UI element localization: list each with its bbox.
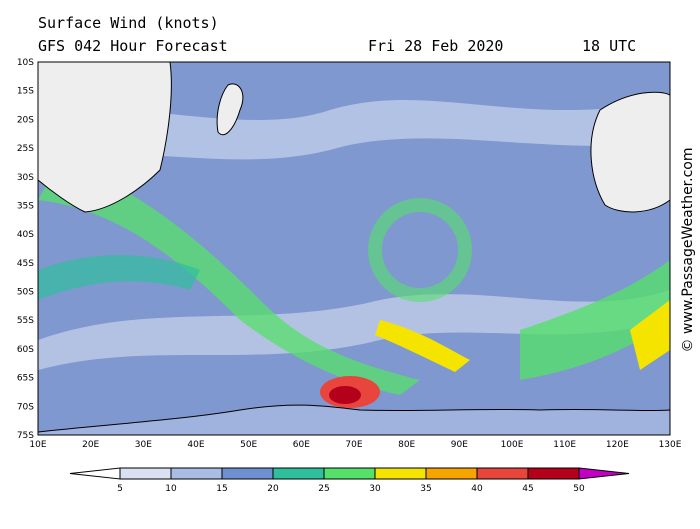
longitude-label: 40E bbox=[187, 440, 204, 450]
africa bbox=[37, 61, 172, 213]
longitude-label: 100E bbox=[501, 440, 524, 450]
latitude-label: 45S bbox=[17, 259, 34, 269]
longitude-label: 130E bbox=[659, 440, 682, 450]
legend-tick-label: 50 bbox=[573, 484, 585, 494]
longitude-label: 60E bbox=[293, 440, 310, 450]
longitude-label: 110E bbox=[553, 440, 576, 450]
legend-tick-label: 15 bbox=[216, 484, 227, 494]
wind-band bbox=[38, 255, 200, 300]
madagascar bbox=[216, 83, 244, 136]
wind-band bbox=[630, 300, 670, 370]
antarctica bbox=[37, 404, 671, 436]
latitude-label: 10S bbox=[17, 58, 34, 68]
date: Fri 28 Feb 2020 bbox=[368, 37, 503, 55]
longitude-label: 10E bbox=[29, 440, 46, 450]
legend-tick-label: 20 bbox=[267, 484, 279, 494]
map-frame bbox=[37, 61, 671, 436]
latitude-label: 65S bbox=[17, 374, 34, 384]
latitude-label: 35S bbox=[17, 201, 34, 211]
legend-tick-label: 45 bbox=[522, 484, 533, 494]
latitude-label: 20S bbox=[17, 115, 34, 125]
longitude-label: 70E bbox=[345, 440, 362, 450]
legend-band bbox=[170, 467, 223, 480]
legend-band bbox=[221, 467, 274, 480]
latitude-label: 25S bbox=[17, 144, 34, 154]
calm-band bbox=[38, 290, 670, 370]
legend-tick-label: 40 bbox=[471, 484, 483, 494]
legend-band bbox=[374, 467, 427, 480]
cyclone bbox=[368, 198, 472, 302]
legend-band bbox=[527, 467, 580, 480]
wind-band bbox=[520, 260, 670, 380]
legend-tick-label: 30 bbox=[369, 484, 381, 494]
legend-tick-label: 10 bbox=[165, 484, 177, 494]
longitude-label: 30E bbox=[135, 440, 152, 450]
longitude-label: 120E bbox=[606, 440, 629, 450]
latitude-label: 30S bbox=[17, 173, 34, 183]
latitude-label: 75S bbox=[17, 431, 34, 441]
credit: © www.PassageWeather.com bbox=[680, 147, 696, 352]
australia bbox=[590, 91, 671, 213]
model: GFS 042 Hour Forecast bbox=[38, 37, 228, 55]
longitude-label: 90E bbox=[451, 440, 468, 450]
legend-band bbox=[323, 467, 376, 480]
latitude-label: 70S bbox=[17, 402, 34, 412]
title: Surface Wind (knots) bbox=[38, 14, 219, 32]
wind-band bbox=[375, 320, 470, 372]
legend-tick-label: 35 bbox=[420, 484, 431, 494]
latitude-label: 50S bbox=[17, 288, 34, 298]
calm-band bbox=[38, 100, 670, 160]
longitude-label: 50E bbox=[240, 440, 257, 450]
legend-low bbox=[69, 467, 121, 480]
longitude-label: 20E bbox=[82, 440, 99, 450]
storm bbox=[329, 386, 361, 404]
legend-band bbox=[119, 467, 172, 480]
wind-band bbox=[38, 160, 420, 395]
legend-band bbox=[425, 467, 478, 480]
latitude-label: 40S bbox=[17, 230, 34, 240]
legend-tick-label: 25 bbox=[318, 484, 329, 494]
legend-tick-label: 5 bbox=[117, 484, 123, 494]
longitude-label: 80E bbox=[398, 440, 415, 450]
latitude-label: 15S bbox=[17, 87, 34, 97]
latitude-label: 60S bbox=[17, 345, 34, 355]
legend-band bbox=[272, 467, 325, 480]
legend-band bbox=[476, 467, 529, 480]
time: 18 UTC bbox=[582, 37, 636, 55]
legend-high bbox=[578, 467, 630, 480]
map bbox=[37, 61, 671, 436]
latitude-label: 55S bbox=[17, 316, 34, 326]
